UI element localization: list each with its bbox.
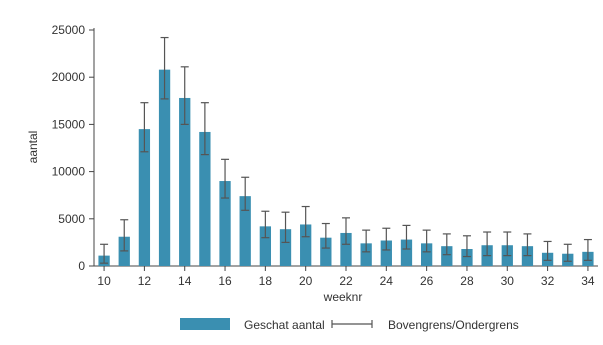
bar — [360, 243, 372, 266]
error-bar — [321, 222, 330, 249]
x-tick-label: 28 — [460, 274, 474, 288]
x-tick-label: 24 — [380, 274, 394, 288]
error-bar — [382, 227, 391, 251]
error-bar — [462, 235, 471, 258]
x-tick-label: 30 — [501, 274, 515, 288]
error-bar — [100, 243, 109, 264]
x-tick-label: 10 — [97, 274, 111, 288]
y-tick-label: 0 — [78, 259, 85, 273]
bar — [138, 129, 151, 266]
x-tick-label: 22 — [339, 274, 353, 288]
legend-swatch-bars — [180, 318, 230, 330]
error-bar — [342, 217, 350, 245]
bar — [199, 131, 211, 266]
error-bar — [200, 102, 209, 156]
error-bar — [241, 176, 250, 211]
error-bar — [180, 66, 189, 126]
error-bar — [402, 224, 411, 250]
error-bar — [140, 102, 149, 153]
error-bar — [442, 233, 451, 256]
bar — [219, 181, 231, 266]
y-tick-label: 25000 — [52, 23, 86, 37]
legend-label-bars: Geschat aantal — [244, 318, 325, 332]
error-bar — [120, 219, 129, 252]
bar — [259, 226, 272, 266]
x-tick-label: 12 — [138, 274, 152, 288]
x-tick-label: 16 — [218, 274, 232, 288]
error-bar — [261, 210, 270, 239]
x-tick-label: 18 — [259, 274, 273, 288]
error-bar — [301, 205, 310, 238]
error-bar — [543, 240, 552, 261]
bar — [279, 229, 292, 266]
bar — [300, 224, 312, 266]
error-bar — [160, 36, 169, 100]
bar — [461, 249, 473, 266]
x-tick-label: 26 — [420, 274, 434, 288]
error-bar — [281, 211, 290, 243]
bar — [179, 97, 191, 266]
bar — [420, 243, 433, 266]
legend: Geschat aantal Bovengrens/Ondergrens — [180, 318, 519, 332]
error-bar — [523, 233, 532, 257]
error-bar — [563, 243, 572, 262]
x-tick-label: 20 — [299, 274, 313, 288]
y-tick-label: 5000 — [58, 212, 85, 226]
bar — [320, 237, 332, 266]
y-tick-label: 10000 — [52, 165, 86, 179]
y-axis: 0 5000 10000 15000 20000 25000 — [52, 23, 95, 273]
y-axis-title: aantal — [26, 131, 40, 164]
error-bar — [221, 158, 230, 199]
x-axis-title: weeknr — [323, 290, 363, 304]
bar — [340, 232, 352, 266]
bar — [158, 69, 171, 266]
x-tick-label: 34 — [581, 274, 595, 288]
legend-label-errorbar: Bovengrens/Ondergrens — [388, 318, 519, 332]
error-bars — [100, 36, 592, 264]
bar — [239, 196, 251, 266]
x-tick-label: 32 — [541, 274, 555, 288]
error-bar — [422, 229, 431, 253]
error-bar — [503, 231, 512, 257]
error-bar — [483, 231, 492, 257]
bar — [400, 239, 413, 266]
bar — [441, 246, 453, 266]
error-bar — [583, 238, 592, 261]
x-axis: 10 12 14 16 18 20 22 24 26 28 30 32 34 — [94, 265, 598, 288]
legend-swatch-errorbar — [331, 320, 373, 328]
error-bar — [362, 229, 371, 253]
x-tick-label: 14 — [178, 274, 192, 288]
y-tick-label: 20000 — [52, 70, 86, 84]
bar — [380, 240, 392, 266]
y-tick-label: 15000 — [52, 117, 86, 131]
